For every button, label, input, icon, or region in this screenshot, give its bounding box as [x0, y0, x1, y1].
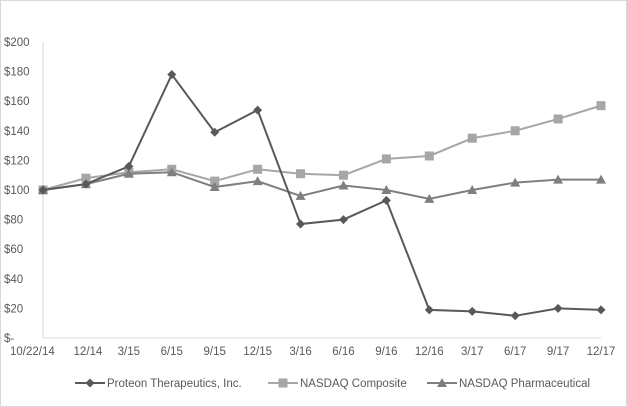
- y-tick-label: $80: [4, 215, 23, 227]
- data-point-square: [296, 169, 306, 179]
- data-point-diamond: [553, 303, 563, 313]
- series-line-square: [42, 104, 602, 191]
- y-tick-label: $180: [4, 67, 30, 79]
- data-point-triangle: [424, 193, 435, 203]
- data-point-triangle: [553, 174, 564, 184]
- data-point-square: [81, 173, 91, 183]
- data-point-square: [338, 170, 348, 180]
- legend-label: Proteon Therapeutics, Inc.: [107, 378, 242, 390]
- series-line-diamond: [42, 72, 602, 317]
- data-point-diamond: [510, 311, 520, 321]
- y-tick-label: $200: [4, 37, 30, 49]
- data-point-diamond: [296, 219, 306, 229]
- y-tick-label: $100: [4, 185, 30, 197]
- legend-marker-square: [278, 378, 288, 388]
- data-point-triangle: [123, 168, 134, 178]
- y-tick-label: $40: [4, 274, 23, 286]
- legend-marker-triangle: [437, 378, 447, 387]
- y-tick-label: $140: [4, 126, 30, 138]
- x-tick-label: 10/22/14: [10, 346, 55, 358]
- x-tick-label: 9/17: [547, 346, 569, 358]
- x-tick-label: 3/17: [461, 346, 483, 358]
- y-tick-label: $-: [4, 333, 14, 345]
- data-point-diamond: [167, 70, 177, 80]
- data-point-triangle: [381, 185, 392, 194]
- legend-label: NASDAQ Pharmaceutical: [459, 378, 590, 390]
- legend-marker-diamond: [85, 378, 95, 388]
- data-point-diamond: [253, 105, 263, 115]
- legend-label: NASDAQ Composite: [300, 378, 407, 390]
- x-tick-label: 3/15: [118, 346, 140, 358]
- data-point-square: [210, 176, 220, 186]
- data-point-diamond: [38, 185, 48, 195]
- data-point-square: [467, 133, 477, 143]
- y-tick-label: $20: [4, 303, 23, 315]
- data-point-triangle: [209, 182, 220, 192]
- data-point-square: [553, 114, 563, 124]
- data-point-diamond: [381, 195, 391, 205]
- data-point-triangle: [467, 185, 478, 194]
- x-tick-label: 9/15: [203, 346, 225, 358]
- x-tick-label: 6/15: [161, 346, 183, 358]
- data-point-triangle: [252, 176, 263, 186]
- x-tick-label: 3/16: [289, 346, 311, 358]
- x-tick-label: 12/16: [415, 346, 444, 358]
- data-point-diamond: [124, 161, 134, 171]
- data-point-diamond: [338, 215, 348, 225]
- data-point-diamond: [596, 305, 606, 315]
- data-point-triangle: [338, 180, 349, 190]
- y-tick-label: $120: [4, 155, 30, 167]
- series-line-triangle: [42, 171, 601, 200]
- x-tick-label: 12/17: [587, 346, 616, 358]
- data-point-diamond: [81, 179, 91, 189]
- data-point-triangle: [510, 177, 521, 187]
- x-tick-label: 12/15: [243, 346, 272, 358]
- y-tick-label: $160: [4, 96, 30, 108]
- y-tick-label: $60: [4, 244, 23, 256]
- x-tick-label: 9/16: [375, 346, 397, 358]
- x-tick-label: 12/14: [74, 346, 103, 358]
- data-point-square: [381, 154, 391, 164]
- x-tick-label: 6/17: [504, 346, 526, 358]
- data-point-square: [253, 164, 263, 174]
- data-point-diamond: [210, 127, 220, 137]
- data-point-diamond: [467, 306, 477, 316]
- data-point-triangle: [295, 190, 306, 200]
- data-point-square: [424, 151, 434, 161]
- data-point-square: [510, 126, 520, 136]
- data-point-triangle: [596, 174, 606, 184]
- x-tick-label: 6/16: [332, 346, 354, 358]
- data-point-square: [596, 101, 606, 111]
- data-point-diamond: [424, 305, 434, 315]
- data-point-triangle: [166, 167, 177, 177]
